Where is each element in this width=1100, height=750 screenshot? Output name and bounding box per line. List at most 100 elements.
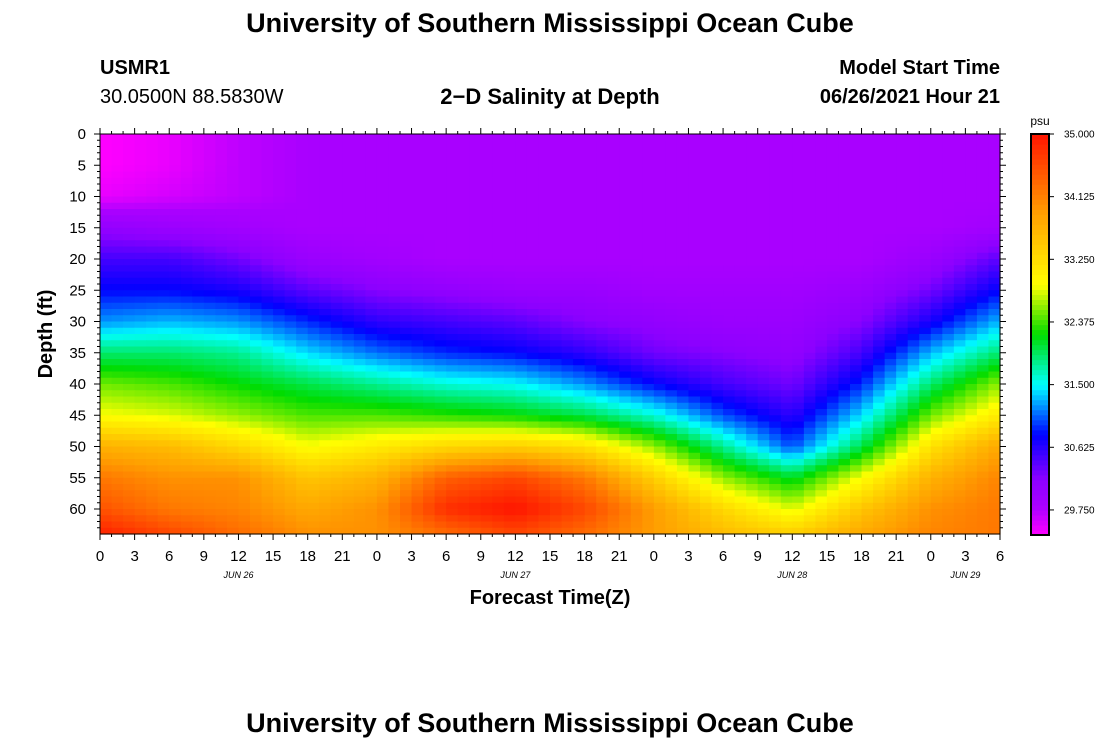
heatmap-cell: [446, 302, 459, 310]
heatmap-cell: [653, 302, 666, 310]
heatmap-cell: [469, 465, 482, 473]
heatmap-cell: [676, 415, 690, 423]
heatmap-cell: [446, 371, 459, 379]
heatmap-cell: [803, 309, 816, 316]
heatmap-cell: [111, 209, 124, 216]
heatmap-cell: [665, 309, 678, 316]
heatmap-cell: [261, 409, 274, 416]
heatmap-cell: [561, 171, 574, 179]
heatmap-cell: [815, 352, 828, 360]
heatmap-cell: [873, 427, 886, 435]
heatmap-cell: [884, 371, 897, 379]
heatmap-cell: [446, 427, 459, 435]
heatmap-cell: [873, 296, 886, 304]
heatmap-cell: [261, 390, 274, 398]
heatmap-cell: [826, 240, 840, 248]
heatmap-cell: [561, 321, 574, 329]
heatmap-cell: [203, 159, 216, 166]
heatmap-cell: [515, 390, 528, 398]
heatmap-cell: [723, 521, 736, 529]
heatmap-cell: [261, 152, 274, 160]
heatmap-cell: [238, 284, 251, 291]
heatmap-cell: [550, 277, 563, 285]
heatmap-cell: [469, 527, 482, 535]
heatmap-cell: [792, 452, 805, 460]
heatmap-cell: [296, 227, 309, 235]
heatmap-cell: [411, 490, 424, 498]
heatmap-cell: [711, 146, 724, 154]
heatmap-cell: [942, 484, 955, 491]
heatmap-cell: [988, 221, 1001, 229]
heatmap-cell: [550, 521, 563, 529]
heatmap-cell: [492, 421, 505, 429]
heatmap-cell: [250, 309, 263, 316]
heatmap-cell: [930, 277, 943, 285]
heatmap-cell: [203, 171, 216, 179]
heatmap-cell: [330, 184, 343, 191]
heatmap-cell: [746, 377, 759, 385]
heatmap-cell: [769, 277, 782, 285]
heatmap-cell: [815, 252, 828, 260]
heatmap-cell: [596, 296, 609, 304]
heatmap-cell: [861, 371, 874, 379]
heatmap-cell: [469, 377, 482, 385]
heatmap-cell: [226, 421, 240, 429]
heatmap-cell: [134, 371, 147, 379]
heatmap-cell: [111, 496, 124, 504]
heatmap-cell: [746, 134, 759, 141]
heatmap-cell: [192, 234, 205, 241]
heatmap-cell: [480, 190, 493, 198]
heatmap-cell: [284, 309, 297, 316]
heatmap-cell: [630, 346, 643, 354]
heatmap-cell: [111, 352, 124, 360]
heatmap-cell: [492, 302, 505, 310]
heatmap-cell: [388, 184, 401, 191]
heatmap-cell: [261, 359, 274, 366]
heatmap-cell: [157, 165, 170, 173]
heatmap-cell: [538, 509, 551, 516]
heatmap-cell: [942, 234, 955, 241]
heatmap-cell: [826, 527, 840, 535]
heatmap-cell: [676, 384, 690, 391]
heatmap-cell: [273, 246, 286, 254]
heatmap-cell: [769, 177, 782, 185]
heatmap-cell: [676, 359, 690, 366]
heatmap-cell: [423, 502, 436, 510]
heatmap-cell: [365, 290, 378, 298]
heatmap-cell: [180, 402, 193, 410]
heatmap-cell: [769, 284, 782, 291]
heatmap-cell: [550, 452, 563, 460]
heatmap-cell: [457, 502, 470, 510]
heatmap-cell: [757, 327, 770, 335]
heatmap-cell: [123, 302, 136, 310]
heatmap-cell: [526, 215, 540, 223]
heatmap-cell: [838, 359, 851, 366]
heatmap-cell: [653, 240, 666, 248]
heatmap-cell: [919, 290, 932, 298]
heatmap-cell: [515, 402, 528, 410]
heatmap-cell: [342, 434, 355, 441]
heatmap-cell: [688, 509, 701, 516]
heatmap-cell: [850, 427, 863, 435]
heatmap-cell: [826, 415, 840, 423]
heatmap-cell: [526, 246, 540, 254]
heatmap-cell: [676, 177, 690, 185]
heatmap-cell: [769, 365, 782, 373]
heatmap-cell: [250, 484, 263, 491]
heatmap-cell: [930, 140, 943, 148]
heatmap-cell: [353, 346, 366, 354]
heatmap-cell: [169, 190, 182, 198]
heatmap-cell: [123, 446, 136, 454]
heatmap-cell: [111, 140, 124, 148]
heatmap-cell: [907, 346, 920, 354]
heatmap-cell: [100, 471, 113, 479]
heatmap-cell: [826, 509, 840, 516]
heatmap-cell: [953, 496, 966, 504]
heatmap-cell: [907, 340, 920, 348]
heatmap-cell: [134, 152, 147, 160]
heatmap-cell: [503, 402, 516, 410]
heatmap-cell: [146, 477, 159, 485]
heatmap-cell: [838, 427, 851, 435]
heatmap-cell: [238, 246, 251, 254]
heatmap-cell: [607, 296, 620, 304]
